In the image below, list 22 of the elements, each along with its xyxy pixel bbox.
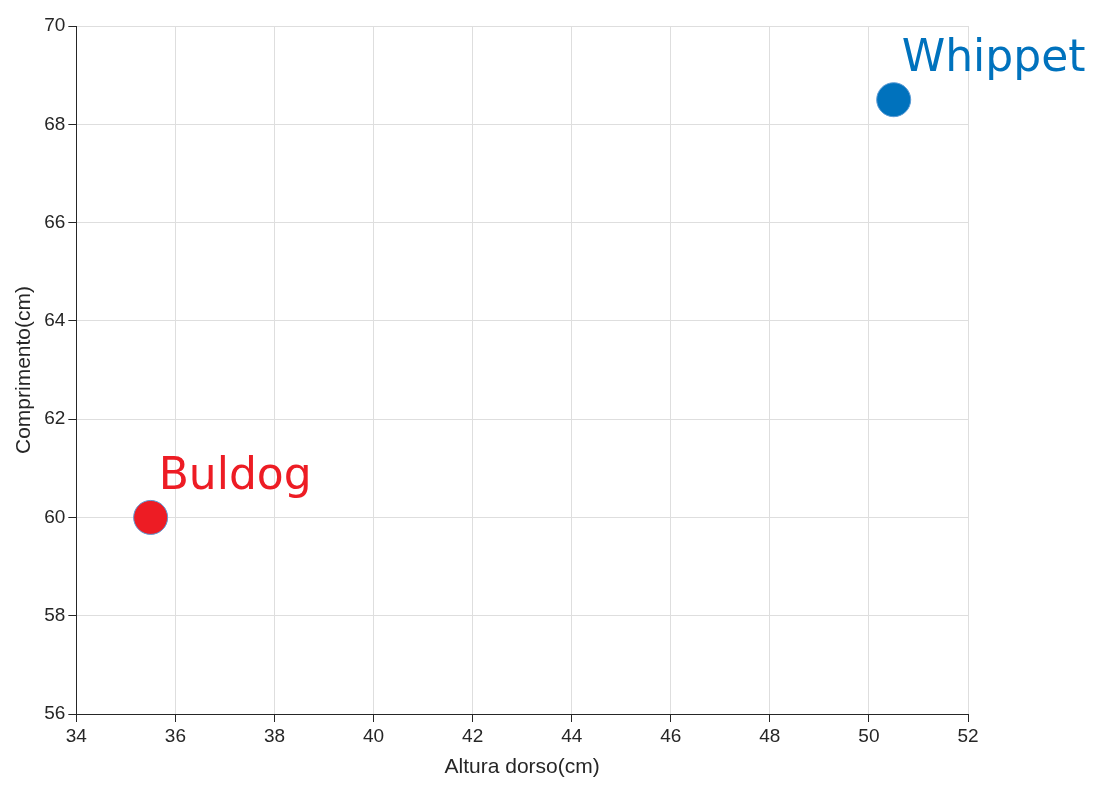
y-tick-label: 56	[44, 702, 66, 724]
x-axis-title: Altura dorso(cm)	[444, 754, 600, 778]
y-tick-label: 62	[44, 407, 66, 429]
x-tick-label: 42	[462, 724, 484, 746]
series-label: Buldog	[158, 447, 312, 499]
x-tick-label: 40	[362, 724, 385, 746]
y-tick-label: 68	[44, 112, 66, 134]
x-tick-label: 50	[858, 724, 880, 746]
x-tick-label: 38	[263, 724, 286, 746]
y-tick-label: 60	[44, 505, 66, 527]
y-tick-label: 66	[44, 210, 66, 232]
x-tick-label: 46	[660, 724, 682, 746]
series-label: Whippet	[901, 30, 1086, 82]
y-tick-label: 64	[44, 309, 66, 331]
x-tick-label: 48	[759, 724, 781, 746]
x-tick-label: 34	[65, 724, 88, 746]
x-tick-label: 44	[561, 724, 583, 746]
y-tick-label: 58	[44, 603, 66, 625]
y-tick-label: 70	[44, 14, 66, 36]
x-tick-label: 36	[164, 724, 186, 746]
x-tick-label: 52	[957, 724, 979, 746]
y-axis-title: Comprimento(cm)	[11, 285, 35, 455]
